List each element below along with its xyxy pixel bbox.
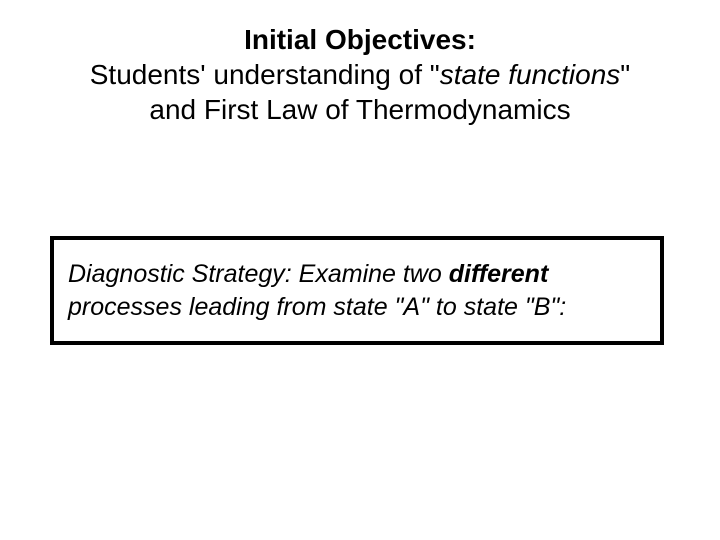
title-line2-post: " (620, 59, 630, 90)
title-block: Initial Objectives: Students' understand… (0, 22, 720, 127)
title-line3: and First Law of Thermodynamics (149, 94, 570, 125)
title-line1: Initial Objectives: (244, 24, 476, 55)
box-post: processes leading from state "A" to stat… (68, 293, 566, 321)
diagnostic-text: Diagnostic Strategy: Examine two differe… (68, 258, 646, 323)
box-pre: Diagnostic Strategy: Examine two (68, 260, 449, 288)
title-line2-pre: Students' understanding of " (90, 59, 440, 90)
diagnostic-box: Diagnostic Strategy: Examine two differe… (50, 236, 664, 345)
title-line2-italic: state functions (440, 59, 621, 90)
box-bold: different (449, 260, 549, 288)
